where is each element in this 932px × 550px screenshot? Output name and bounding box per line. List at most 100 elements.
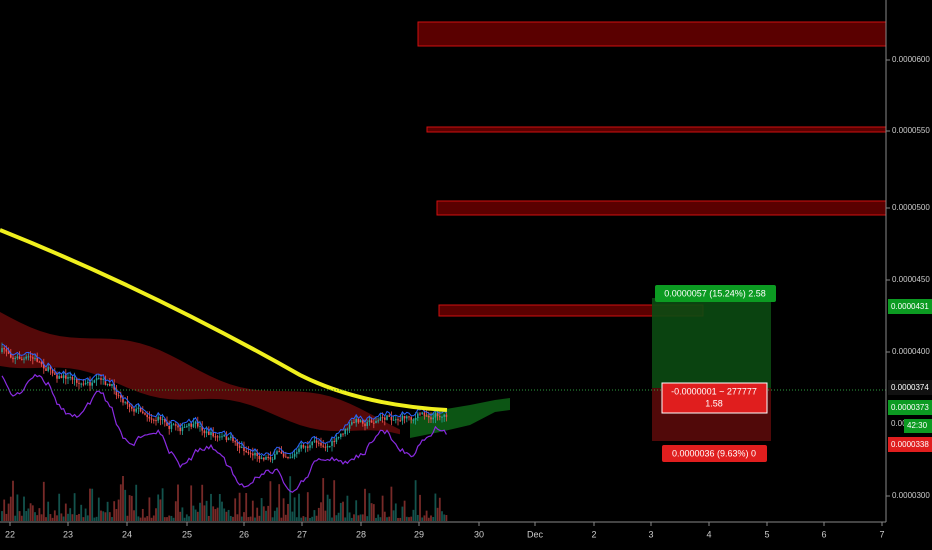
zone [436,200,887,216]
candle [377,420,379,422]
candle [131,406,133,409]
candle [234,441,236,443]
volume [335,515,338,521]
candle [302,445,305,448]
price-marker: 0.0000373 [891,403,929,412]
candle [82,383,85,385]
volume [14,515,17,521]
candle [45,368,47,371]
volume [320,502,322,521]
candle [406,416,408,419]
volume [372,504,375,521]
volume [141,508,144,521]
candle [417,413,419,418]
volume [60,513,63,521]
candle [102,378,104,380]
candle [78,382,80,384]
candle [227,438,230,440]
candle [271,459,274,461]
candle [186,426,188,428]
time-axis-labels: 22 23 24 25 26 27 28 29 30 Dec 2 3 4 5 6 7 [5,522,885,539]
zone [417,21,887,47]
candle [5,349,8,352]
volume [430,515,432,521]
candle [296,452,298,454]
candle [395,419,397,421]
volume [392,510,395,521]
volume [427,517,430,521]
volume [7,503,10,521]
time-label: 27 [297,529,307,539]
volume [91,488,94,521]
indicator [1,343,447,457]
volume [29,503,32,521]
volume [381,495,384,521]
candle [69,376,71,378]
volume [278,484,281,521]
candle [230,436,232,439]
volume [207,515,210,521]
volume [9,496,12,521]
candle [414,417,417,420]
time-label: Dec [527,529,544,539]
price-label: 0.0000550 [892,126,930,135]
volume [293,497,296,521]
volume [190,485,193,521]
candle [177,425,179,428]
volume [80,504,83,521]
candle [313,440,316,442]
volume [342,501,344,521]
candle [197,421,199,427]
volume [232,516,234,521]
volume [212,506,215,521]
volume [130,495,133,521]
candle [359,420,362,423]
candle [164,419,166,423]
volume [69,508,72,521]
candle [293,453,296,457]
candle [183,426,186,428]
volume [185,514,188,521]
volume [108,512,111,521]
volume [161,488,164,521]
time-label: 5 [764,529,769,539]
candle [247,451,250,454]
candle [221,436,223,438]
candle [315,440,318,443]
volume [62,516,65,521]
candle [62,375,65,379]
volume [225,511,228,521]
candle [353,422,355,424]
candle [265,456,267,460]
candle [254,452,256,456]
candle [381,417,384,419]
candle [364,423,366,427]
candle [139,407,142,412]
volume [304,517,307,521]
volume [113,501,116,521]
candle [366,421,368,427]
candle [291,456,294,458]
candle [430,417,432,420]
volume [31,505,34,521]
candle [342,433,344,435]
loss-label: 0.0000036 (9.63%) 0 [672,448,756,458]
candle [104,378,107,385]
volume [236,514,239,521]
candle [84,383,87,385]
candle [153,419,155,421]
candle [199,425,201,427]
candle [14,357,16,360]
candle [155,420,157,422]
volume [265,510,267,521]
candle [298,448,300,453]
volume [199,502,201,521]
candle [282,453,285,457]
volume [423,515,426,521]
candle [399,420,401,422]
candle [287,456,289,458]
volume [414,480,417,521]
candle [175,424,177,426]
candle [144,413,146,415]
candle [379,417,382,421]
